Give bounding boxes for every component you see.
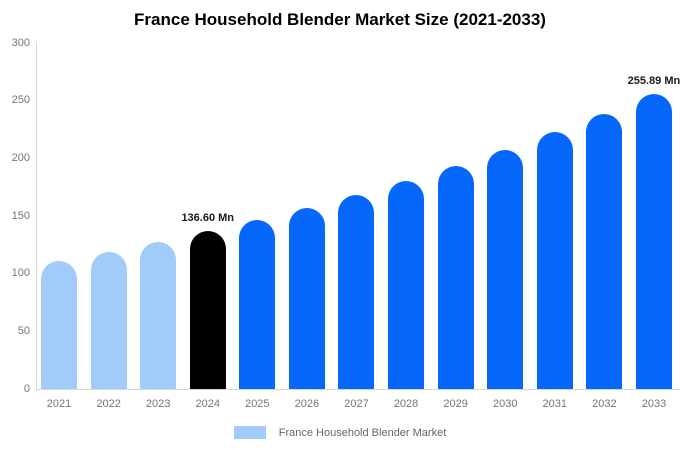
x-axis-label-2023: 2023 [145,398,171,410]
x-axis-label-2029: 2029 [443,398,468,410]
y-tick-label-100: 100 [11,267,30,280]
x-axis-label-2022: 2022 [96,398,121,410]
x-axis-label-2027: 2027 [344,398,369,410]
y-axis-line [36,43,37,389]
bar-2025[interactable] [239,220,276,389]
x-axis-line [36,389,680,390]
x-axis-label-2031: 2031 [542,398,568,410]
x-axis-label-2033: 2033 [641,398,667,410]
y-tick-label-150: 150 [11,209,30,222]
bar-2024[interactable] [189,231,226,389]
bar-2028[interactable] [388,180,425,389]
bar-2030[interactable] [487,149,524,389]
legend[interactable]: France Household Blender Market [0,426,680,439]
chart-title: France Household Blender Market Size (20… [134,10,546,29]
y-tick-label-300: 300 [11,36,30,49]
bar-value-label-2033: 255.89 Mn [627,74,680,87]
y-tick-label-0: 0 [23,382,30,395]
x-axis-label-2021: 2021 [46,398,72,410]
bar-2021[interactable] [41,261,77,389]
legend-swatch [233,426,266,439]
bar-2031[interactable] [536,132,573,389]
x-axis-label-2026: 2026 [294,398,320,410]
bar-2033[interactable] [635,93,672,389]
x-axis-label-2028: 2028 [393,398,419,410]
bar-2026[interactable] [288,207,325,389]
bar-2029[interactable] [437,165,474,389]
x-axis-label-2025: 2025 [245,398,270,410]
x-axis-label-2024: 2024 [195,398,220,410]
bar-2032[interactable] [586,113,623,389]
y-tick-label-200: 200 [11,151,30,164]
y-tick-label-250: 250 [11,94,30,107]
x-axis-label-2030: 2030 [492,398,518,410]
bar-2023[interactable] [140,242,177,389]
bar-value-label-2024: 136.60 Mn [181,212,235,225]
bar-2027[interactable] [338,194,375,389]
legend-label: France Household Blender Market [278,426,447,439]
x-axis-label-2032: 2032 [592,398,617,410]
bar-2022[interactable] [90,251,127,389]
y-tick-label-50: 50 [17,324,30,337]
